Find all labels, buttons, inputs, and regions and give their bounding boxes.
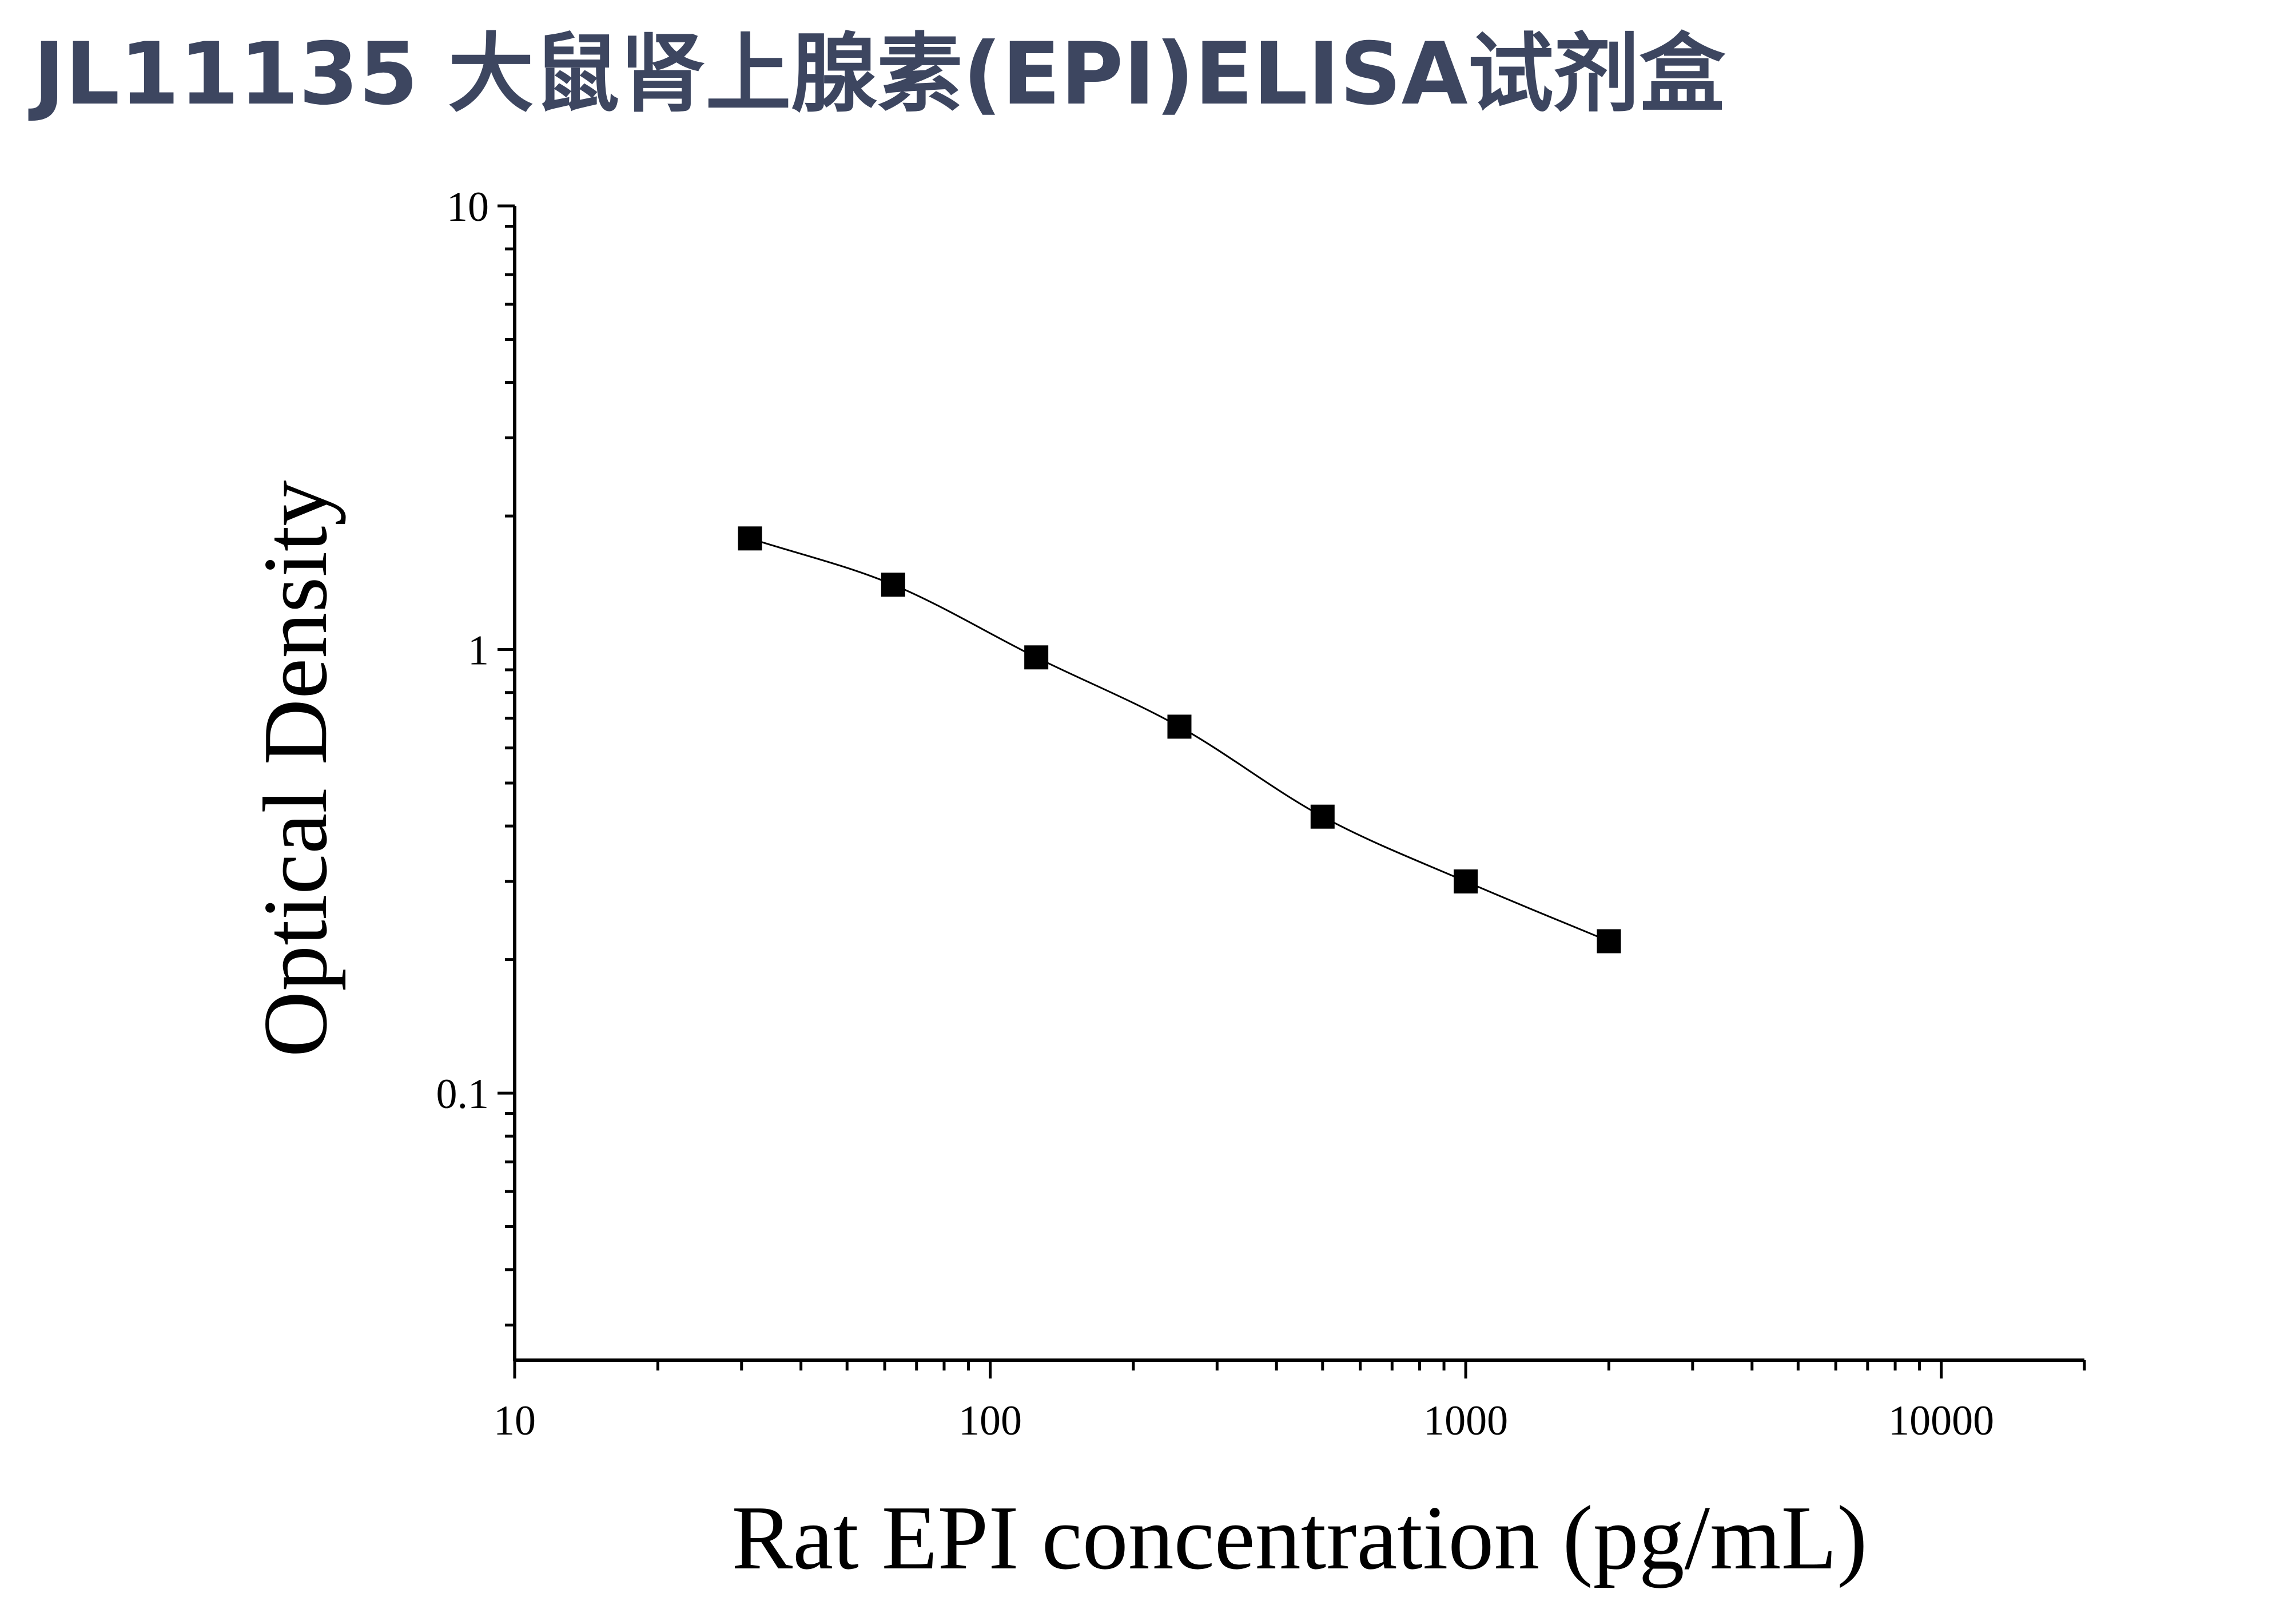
data-point — [881, 573, 905, 597]
x-tick-label: 10 — [494, 1397, 536, 1444]
y-tick-label: 1 — [468, 627, 489, 674]
y-axis-label: Optical Density — [244, 480, 346, 1058]
data-points — [738, 526, 1621, 954]
x-tick-label: 10000 — [1888, 1397, 1994, 1444]
data-point — [1597, 929, 1621, 954]
data-point — [738, 526, 762, 551]
data-point — [1310, 804, 1335, 829]
x-tick-label: 100 — [958, 1397, 1022, 1444]
fit-curve — [750, 537, 1610, 942]
x-tick-label: 1000 — [1423, 1397, 1508, 1444]
x-axis-label: Rat EPI concentration (pg/mL) — [731, 1487, 1867, 1588]
data-point — [1167, 714, 1192, 739]
ticks: 0.1 1 10 10 100 1000 10000 — [436, 184, 2086, 1444]
page-title: JL11135 大鼠肾上腺素(EPI)ELISA试剂盒 — [33, 25, 1725, 124]
y-tick-label: 10 — [447, 184, 489, 231]
data-point — [1454, 869, 1478, 894]
data-point — [1024, 645, 1049, 670]
fit-line — [750, 537, 1610, 942]
axes — [513, 206, 2084, 1362]
y-tick-label: 0.1 — [436, 1071, 490, 1118]
